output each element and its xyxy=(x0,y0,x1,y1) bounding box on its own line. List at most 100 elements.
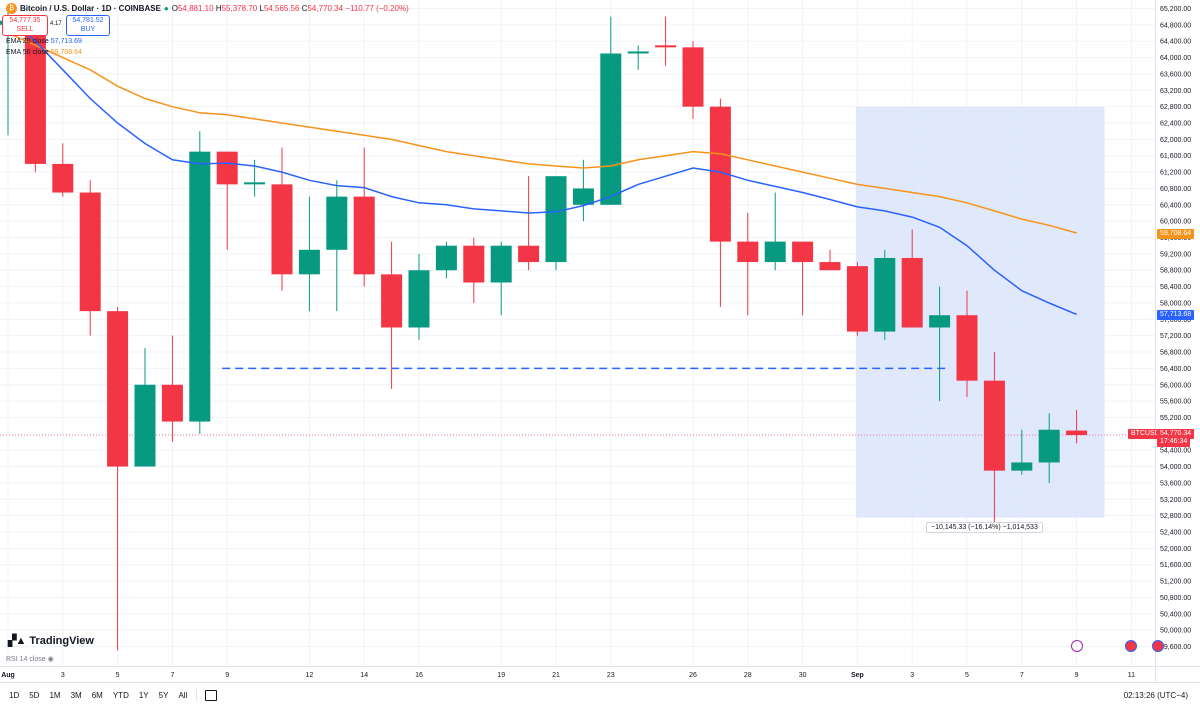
price-axis-label: 50,000.00 xyxy=(1160,628,1191,635)
timeframe-5y[interactable]: 5Y xyxy=(158,690,169,700)
price-axis-label: 51,200.00 xyxy=(1160,579,1191,586)
price-axis-label: 50,400.00 xyxy=(1160,611,1191,618)
candle-body xyxy=(1011,462,1033,471)
price-axis-label: 54,400.00 xyxy=(1160,448,1191,455)
us-flag-icon[interactable] xyxy=(1152,640,1164,652)
price-axis-label: 58,400.00 xyxy=(1160,284,1191,291)
low-value: 54,565.56 xyxy=(263,4,300,13)
price-axis-label: 54,000.00 xyxy=(1160,464,1191,471)
price-axis-label: 64,400.00 xyxy=(1160,39,1191,46)
time-axis-label: 3 xyxy=(61,672,65,679)
range-selection-box xyxy=(855,106,1105,518)
timeframe-all[interactable]: All xyxy=(178,690,188,700)
eye-icon[interactable]: ◉ xyxy=(47,656,54,663)
candle-body xyxy=(326,196,348,250)
close-value: 54,770.34 xyxy=(307,4,344,13)
price-axis-label: 58,800.00 xyxy=(1160,268,1191,275)
price-axis-label: 56,000.00 xyxy=(1160,382,1191,389)
logo-text: TradingView xyxy=(29,634,94,647)
time-axis-label: 30 xyxy=(799,672,807,679)
ema50-label: EMA 50 close xyxy=(6,49,49,56)
buy-button[interactable]: 54,781.52 BUY xyxy=(66,15,110,36)
tradingview-logo: ▞▲ TradingView xyxy=(8,634,94,648)
price-axis-label: 52,800.00 xyxy=(1160,513,1191,520)
candle-body xyxy=(353,196,375,275)
price-axis-label: 50,800.00 xyxy=(1160,595,1191,602)
calendar-icon[interactable] xyxy=(205,689,218,701)
spread-value: 4.17 xyxy=(50,21,62,27)
candle-body xyxy=(682,47,704,107)
candle-body xyxy=(490,245,512,283)
bottom-toolbar: 1D 5D 1M 3M 6M YTD 1Y 5Y All 02:13:26 (U… xyxy=(0,682,1200,707)
time-axis-label: 7 xyxy=(170,672,174,679)
ohlc-readout: O54,881.10 H55,378.70 L54,565.56 C54,770… xyxy=(171,4,409,13)
timeframe-6m[interactable]: 6M xyxy=(91,690,103,700)
ema20-value: 57,713.69 xyxy=(50,38,82,45)
timeframe-1m[interactable]: 1M xyxy=(49,690,61,700)
symbol-price-tag: BTCUSD xyxy=(1128,429,1163,439)
price-axis-label: 64,000.00 xyxy=(1160,55,1191,62)
ema50-price-tag: 59,708.64 xyxy=(1157,229,1195,239)
time-axis-label: 7 xyxy=(1020,672,1024,679)
time-axis-label: Sep xyxy=(851,672,864,679)
candle-body xyxy=(709,106,731,242)
price-axis-label: 64,800.00 xyxy=(1160,22,1191,29)
rsi-legend[interactable]: RSI 14 close ◉ xyxy=(6,655,54,663)
price-axis-label: 65,200.00 xyxy=(1160,6,1191,13)
chart-header: ₿ Bitcoin / U.S. Dollar · 1D · COINBASE … xyxy=(6,3,409,14)
time-axis-label: 12 xyxy=(306,672,314,679)
candle-body xyxy=(107,311,129,467)
timeframe-5d[interactable]: 5D xyxy=(29,690,40,700)
candle-body xyxy=(983,380,1005,471)
time-axis-label: 28 xyxy=(744,672,752,679)
candle-body xyxy=(463,245,485,283)
price-axis-label: 56,400.00 xyxy=(1160,366,1191,373)
sell-button[interactable]: 54,777.35 SELL xyxy=(2,15,48,36)
ema50-value: 59,708.64 xyxy=(50,49,82,56)
candle-body xyxy=(600,53,622,205)
ema50-legend[interactable]: EMA 50 close 59,708.64 xyxy=(6,49,82,56)
price-axis-label: 60,000.00 xyxy=(1160,219,1191,226)
sell-label: SELL xyxy=(16,26,34,33)
price-axis-label: 51,600.00 xyxy=(1160,562,1191,569)
candle-body xyxy=(408,270,430,328)
price-axis-label: 62,000.00 xyxy=(1160,137,1191,144)
candle-body xyxy=(1066,430,1088,436)
us-flag-icon[interactable] xyxy=(1125,640,1137,652)
price-axis-label: 52,000.00 xyxy=(1160,546,1191,553)
candle-body xyxy=(737,241,759,263)
range-measure-label: −10,145.33 (−16.14%) −1,014,533 xyxy=(926,522,1043,533)
clock[interactable]: 02:13:26 (UTC−4) xyxy=(1123,690,1188,700)
ema20-price-tag: 57,713.68 xyxy=(1157,310,1195,320)
time-axis-label: 9 xyxy=(225,672,229,679)
time-axis-label: 9 xyxy=(1075,672,1079,679)
event-icon[interactable] xyxy=(1071,640,1083,652)
price-axis-label: 58,000.00 xyxy=(1160,300,1191,307)
timeframe-ytd[interactable]: YTD xyxy=(112,690,129,700)
market-status-icon: ● xyxy=(163,4,169,13)
last-price-tag: 54,770.34 xyxy=(1157,429,1195,439)
timeframe-1y[interactable]: 1Y xyxy=(138,690,149,700)
timeframe-3m[interactable]: 3M xyxy=(70,690,82,700)
candle-body xyxy=(518,245,540,263)
candle-body xyxy=(929,315,951,328)
candle-body xyxy=(244,182,266,185)
ema20-label: EMA 20 close xyxy=(6,38,49,45)
candle-body xyxy=(134,384,156,467)
candle-body xyxy=(572,188,594,205)
timeframe-1d[interactable]: 1D xyxy=(9,690,20,700)
price-axis-label: 62,800.00 xyxy=(1160,104,1191,111)
candle-body xyxy=(627,51,649,54)
candle-body xyxy=(1038,429,1060,463)
ema50-line xyxy=(7,32,1077,234)
high-value: 55,378.70 xyxy=(221,4,258,13)
price-axis-label: 57,200.00 xyxy=(1160,333,1191,340)
toolbar-divider xyxy=(196,689,198,701)
symbol-title[interactable]: Bitcoin / U.S. Dollar · 1D · COINBASE xyxy=(20,4,161,13)
open-value: 54,881.10 xyxy=(177,4,214,13)
price-axis-label: 60,400.00 xyxy=(1160,202,1191,209)
ema20-legend[interactable]: EMA 20 close 57,713.69 xyxy=(6,38,82,45)
price-axis-label: 55,200.00 xyxy=(1160,415,1191,422)
candle-body xyxy=(792,241,814,263)
